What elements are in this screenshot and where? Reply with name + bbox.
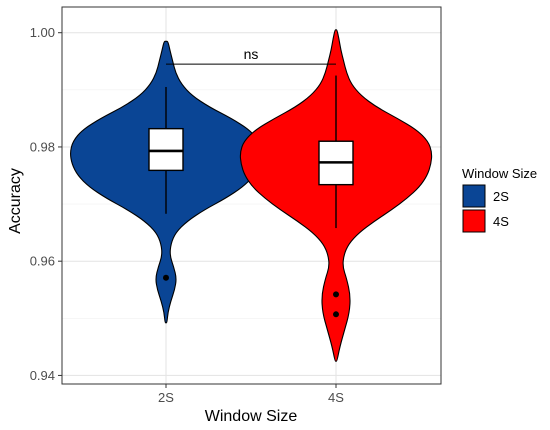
plot-border bbox=[61, 6, 442, 385]
box-2S bbox=[148, 127, 184, 172]
legend: Window Size 2S 4S bbox=[462, 166, 537, 233]
legend-label-2S: 2S bbox=[493, 189, 509, 204]
y-axis-title: Accuracy bbox=[7, 168, 24, 234]
y-tick-label: 0.94 bbox=[30, 368, 55, 383]
y-tick-label: 0.96 bbox=[30, 254, 55, 269]
x-tick-label: 4S bbox=[328, 390, 344, 405]
x-tick-label: 2S bbox=[158, 390, 174, 405]
y-tick-label: 0.98 bbox=[30, 139, 55, 154]
outlier-point bbox=[333, 291, 339, 298]
outlier-point bbox=[163, 274, 169, 281]
outlier-point bbox=[333, 311, 339, 318]
legend-swatch-2S bbox=[462, 184, 486, 208]
legend-title: Window Size bbox=[462, 166, 537, 181]
legend-swatch-4S bbox=[462, 209, 486, 233]
box-layer bbox=[148, 75, 354, 318]
y-tick-label: 1.00 bbox=[30, 25, 55, 40]
legend-entries: 2S 4S bbox=[462, 184, 509, 233]
legend-label-4S: 4S bbox=[493, 214, 509, 229]
axis-layer: 0.94 0.96 0.98 1.00 2S 4S bbox=[30, 6, 442, 405]
significance-label: ns bbox=[244, 46, 259, 62]
x-axis-title: Window Size bbox=[205, 408, 298, 425]
annotation-layer: ns bbox=[166, 46, 336, 65]
